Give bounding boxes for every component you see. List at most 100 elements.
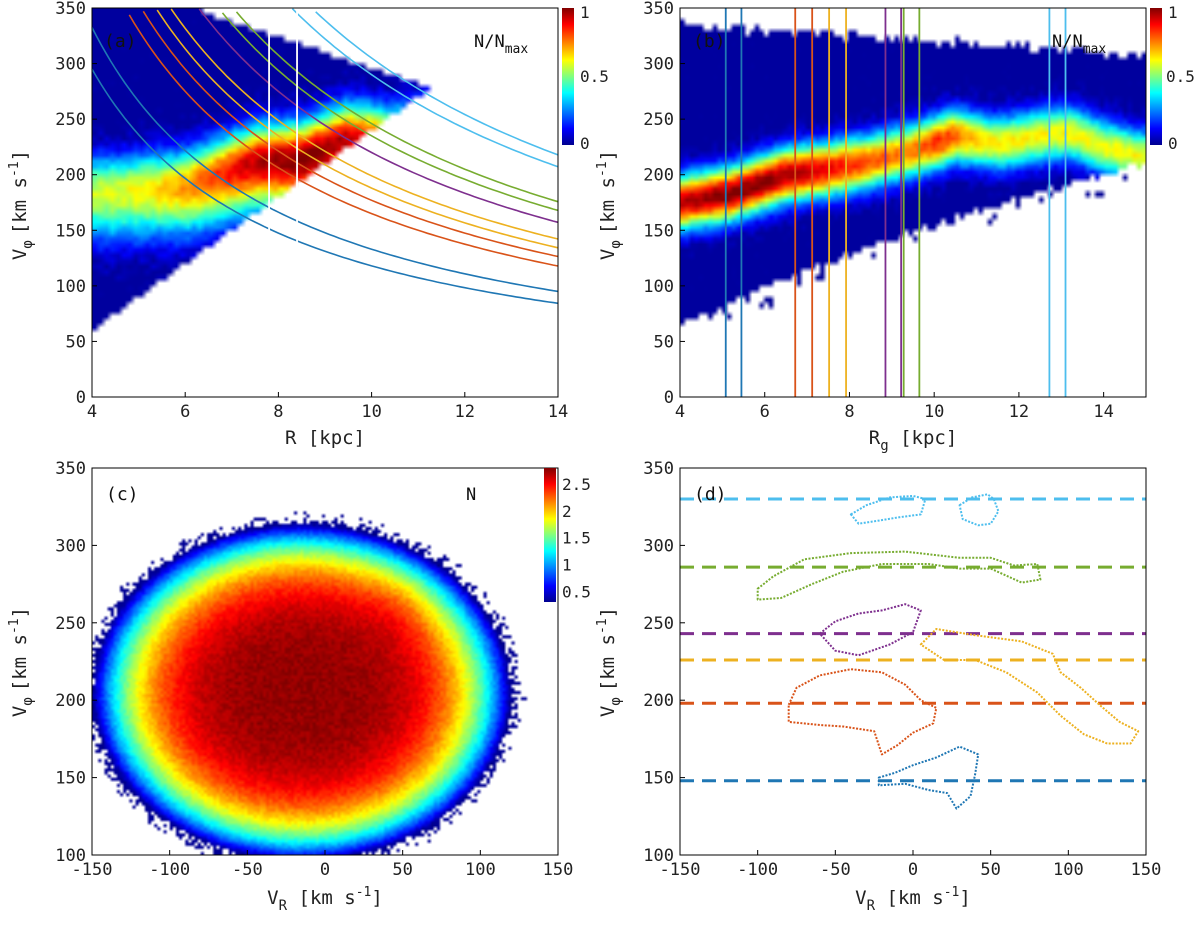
y-tick-label-a-5: 250: [55, 110, 86, 130]
x-tick-label-c-5: 100: [465, 860, 496, 880]
angular-momentum-curve-6: [198, 8, 559, 224]
ticks-d: -150 -100 -50 0 50 100 150 100 150 200 250 300 350: [643, 459, 1161, 880]
heatmap-b: [680, 8, 1146, 397]
y-tick-label-b-5: 250: [643, 110, 674, 130]
colorbar-c-tick-2: 1.5: [562, 529, 591, 548]
y-tick-label-b-6: 300: [643, 55, 674, 75]
heatmap-a: [92, 8, 558, 397]
x-tick-label-b-0: 4: [675, 402, 685, 422]
y-tick-label-b-4: 200: [643, 166, 674, 186]
overlay-b: [724, 8, 1067, 397]
y-tick-label-b-3: 150: [643, 221, 674, 241]
contour-3: [818, 603, 922, 657]
x-tick-label-a-4: 12: [455, 402, 475, 422]
plot-frame-a: [91, 7, 559, 398]
y-tick-label-d-5: 350: [643, 459, 674, 479]
x-tick-label-b-5: 14: [1093, 402, 1113, 422]
colorbar-c-tick-3: 2: [562, 502, 572, 521]
angular-momentum-curve-8: [235, 11, 559, 203]
corner-label-c: N: [466, 485, 476, 505]
y-tick-label-d-2: 200: [643, 691, 674, 711]
colorbar-c-bar: [544, 468, 556, 602]
angular-momentum-curve-10: [315, 11, 559, 156]
colorbar-c-ticks: 0.5 1 1.5 2 2.5: [562, 475, 591, 601]
colorbar-a: 1 0.5 0: [562, 3, 609, 153]
contour-4: [919, 628, 1140, 745]
angular-momentum-curve-9: [291, 8, 559, 168]
panel-label-b: (b): [693, 31, 726, 52]
x-tick-label-b-1: 6: [760, 402, 770, 422]
x-tick-label-d-5: 100: [1053, 860, 1084, 880]
y-axis-title-c: Vφ[km s-1]: [7, 607, 36, 717]
x-tick-label-c-3: 0: [320, 860, 330, 880]
overlay-d: [680, 493, 1146, 810]
contour-2: [756, 550, 1042, 601]
angular-momentum-curve-4: [156, 9, 559, 249]
ticks-c: -150 -100 -50 0 50 100 150 100 150 200 250 300 350: [55, 459, 573, 880]
x-axis-title-a: R [kpc]: [285, 427, 365, 449]
x-axis-title-c: VR [km s-1]: [267, 885, 383, 914]
y-tick-label-c-0: 100: [55, 846, 86, 866]
y-tick-label-a-3: 150: [55, 221, 86, 241]
heatmap-c: [92, 468, 558, 855]
y-axis-title-d: Vφ[km s-1]: [595, 607, 624, 717]
y-tick-label-d-3: 250: [643, 614, 674, 634]
colorbar-a-bar: [562, 8, 574, 145]
colorbar-b: 1 0.5 0: [1150, 3, 1195, 153]
ticks-a: 4 6 8 10 12 14 0 50 100 150 200 250 300 350: [55, 0, 568, 422]
x-tick-label-c-4: 50: [392, 860, 412, 880]
x-tick-label-c-6: 150: [543, 860, 574, 880]
overlay-a: [91, 8, 559, 397]
x-tick-label-c-1: -100: [149, 860, 190, 880]
colorbar-a-tick-2: 0: [580, 134, 590, 153]
contour-0: [849, 494, 927, 525]
x-tick-label-b-2: 8: [844, 402, 854, 422]
x-axis-title-b: Rg [kpc]: [869, 427, 958, 454]
x-tick-label-c-0: -150: [72, 860, 113, 880]
y-tick-label-c-2: 200: [55, 691, 86, 711]
colorbar-b-tick-1: 0.5: [1166, 67, 1195, 86]
colorbar-a-tick-1: 0.5: [580, 67, 609, 86]
panel-c: -150 -100 -50 0 50 100 150 100 150 200 250 300 350 (…: [7, 459, 591, 914]
x-tick-label-d-2: -50: [820, 860, 851, 880]
y-tick-label-b-0: 0: [664, 388, 674, 408]
x-tick-label-d-3: 0: [908, 860, 918, 880]
x-tick-label-a-2: 8: [273, 402, 283, 422]
corner-label-a: N/Nmax: [474, 32, 528, 57]
x-tick-label-a-3: 10: [361, 402, 381, 422]
colorbar-c-tick-1: 1: [562, 555, 572, 574]
colorbar-c: 0.5 1 1.5 2 2.5: [544, 468, 591, 602]
y-tick-label-c-1: 150: [55, 769, 86, 789]
contour-5: [787, 668, 938, 756]
plot-frame-b: [679, 7, 1147, 398]
y-tick-label-a-2: 100: [55, 277, 86, 297]
y-tick-label-a-7: 350: [55, 0, 86, 19]
y-tick-label-c-5: 350: [55, 459, 86, 479]
x-tick-label-d-6: 150: [1131, 860, 1162, 880]
panel-d: -150 -100 -50 0 50 100 150 100 150 200 250 300 350 (…: [595, 459, 1161, 914]
angular-momentum-curve-1: [91, 27, 559, 293]
colorbar-c-tick-0: 0.5: [562, 582, 591, 601]
y-tick-label-a-0: 0: [76, 388, 86, 408]
x-tick-label-a-5: 14: [548, 402, 568, 422]
y-axis-title-b: Vφ[km s-1]: [595, 150, 624, 260]
panel-label-a: (a): [104, 31, 137, 52]
colorbar-b-tick-0: 1: [1168, 3, 1178, 22]
y-tick-label-b-2: 100: [643, 277, 674, 297]
y-tick-label-d-0: 100: [643, 846, 674, 866]
y-tick-label-a-6: 300: [55, 55, 86, 75]
x-tick-label-d-0: -150: [660, 860, 701, 880]
corner-label-b: N/Nmax: [1052, 32, 1106, 57]
colorbar-b-tick-2: 0: [1168, 134, 1178, 153]
x-tick-label-b-4: 12: [1009, 402, 1029, 422]
y-tick-label-c-4: 300: [55, 536, 86, 556]
y-tick-label-b-1: 50: [654, 332, 674, 352]
colorbar-b-bar: [1150, 8, 1162, 145]
x-tick-label-c-2: -50: [232, 860, 263, 880]
colorbar-c-tick-4: 2.5: [562, 475, 591, 494]
panel-label-c: (c): [106, 484, 139, 505]
y-tick-label-a-4: 200: [55, 166, 86, 186]
